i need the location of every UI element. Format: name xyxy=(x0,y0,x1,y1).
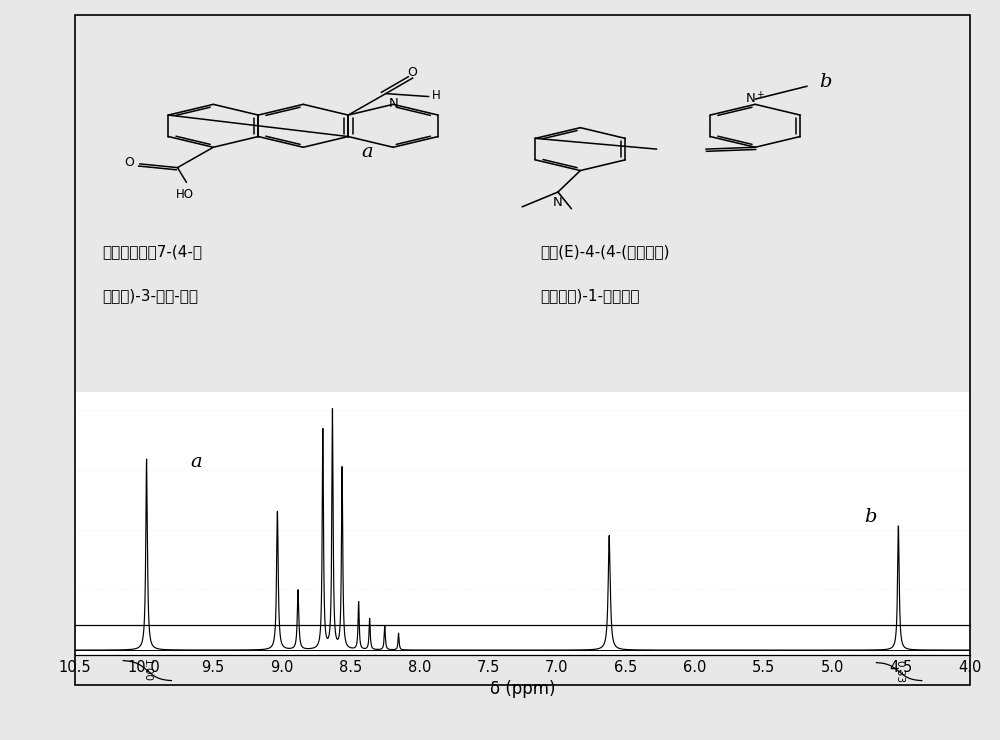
Text: 1.00: 1.00 xyxy=(142,659,152,682)
Text: 基苯基)-3-羞基-喔啊: 基苯基)-3-羞基-喔啊 xyxy=(102,289,198,303)
Text: a: a xyxy=(190,453,202,471)
Text: 0.33: 0.33 xyxy=(894,660,904,683)
Text: O: O xyxy=(408,66,418,79)
Text: H: H xyxy=(432,90,441,102)
Text: b: b xyxy=(865,508,877,526)
Text: O: O xyxy=(124,156,134,169)
X-axis label: δ (ppm): δ (ppm) xyxy=(490,680,555,699)
Text: HO: HO xyxy=(176,189,194,201)
Text: 染料(E)-4-(4-(二甲氨基): 染料(E)-4-(4-(二甲氨基) xyxy=(540,244,670,259)
Text: a: a xyxy=(362,144,373,161)
Text: N$^+$: N$^+$ xyxy=(745,92,766,107)
Text: 多齿有机配体7-(4-羞: 多齿有机配体7-(4-羞 xyxy=(102,244,202,259)
Text: 苯乙烯基)-1-甲基吠呚: 苯乙烯基)-1-甲基吠呚 xyxy=(540,289,640,303)
Text: N: N xyxy=(388,97,398,110)
Text: b: b xyxy=(820,73,832,91)
Text: N: N xyxy=(553,197,563,209)
